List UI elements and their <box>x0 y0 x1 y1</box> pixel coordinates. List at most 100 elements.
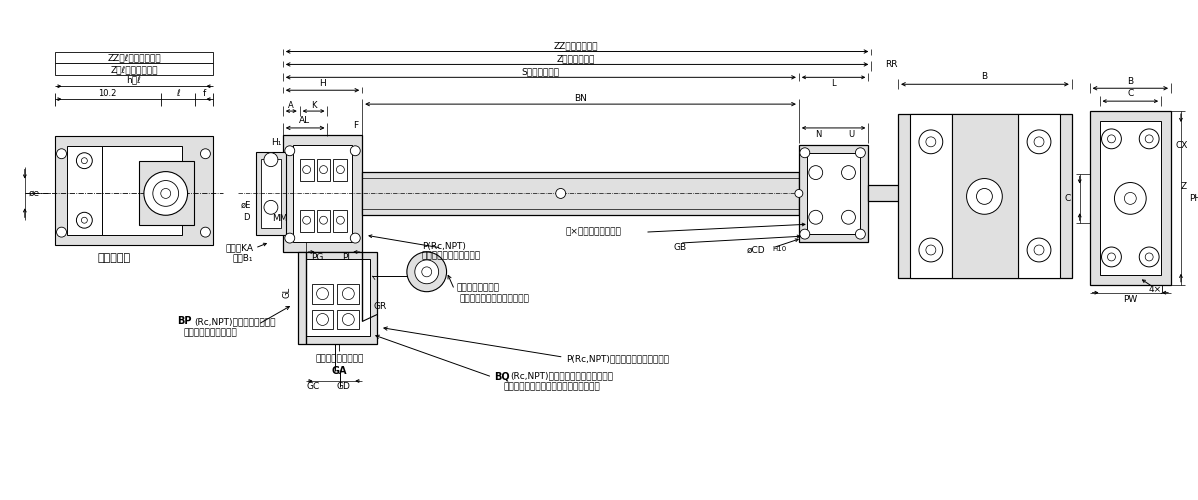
Circle shape <box>200 227 211 237</box>
Bar <box>300 158 314 180</box>
Text: GR: GR <box>374 302 387 311</box>
Text: GB: GB <box>673 242 686 252</box>
Circle shape <box>1125 192 1136 204</box>
Text: 呼吸穴付プラグ栓: 呼吸穴付プラグ栓 <box>456 283 500 292</box>
Circle shape <box>967 178 1003 214</box>
Circle shape <box>841 210 855 224</box>
Bar <box>1090 111 1170 284</box>
Circle shape <box>200 149 211 158</box>
Circle shape <box>77 212 92 228</box>
Circle shape <box>303 166 310 173</box>
Circle shape <box>556 188 565 198</box>
Text: H₁: H₁ <box>271 138 282 147</box>
Bar <box>333 210 347 232</box>
Circle shape <box>407 252 447 292</box>
Text: (Rc,NPT)ロック開放ポート: (Rc,NPT)ロック開放ポート <box>194 317 276 326</box>
Circle shape <box>1139 247 1160 267</box>
Text: L: L <box>831 79 836 88</box>
Bar <box>283 135 362 252</box>
Circle shape <box>1027 130 1051 154</box>
Circle shape <box>56 227 67 237</box>
Text: A: A <box>288 100 294 110</box>
Bar <box>869 186 922 202</box>
Circle shape <box>303 216 310 224</box>
Circle shape <box>337 216 344 224</box>
Circle shape <box>264 200 278 214</box>
Text: N: N <box>816 130 822 140</box>
Circle shape <box>976 188 992 204</box>
Circle shape <box>337 166 344 173</box>
Text: H: H <box>319 79 326 88</box>
Circle shape <box>855 148 865 158</box>
Text: MM: MM <box>272 214 288 222</box>
Circle shape <box>800 229 810 239</box>
Circle shape <box>795 190 803 198</box>
Circle shape <box>153 180 179 206</box>
Circle shape <box>316 314 328 326</box>
Text: ZZ＋ℓ＋ストローク: ZZ＋ℓ＋ストローク <box>107 53 161 62</box>
Circle shape <box>1034 137 1043 147</box>
Bar <box>261 158 280 228</box>
Text: （排気ロックの場合、呼吸穴付プラグ）: （排気ロックの場合、呼吸穴付プラグ） <box>503 382 600 392</box>
Circle shape <box>56 149 67 158</box>
Text: D: D <box>243 213 249 222</box>
Circle shape <box>415 260 438 283</box>
Text: Z＋ストローク: Z＋ストローク <box>556 54 594 63</box>
Circle shape <box>1145 253 1154 261</box>
Bar <box>300 210 314 232</box>
Bar <box>55 52 213 64</box>
Circle shape <box>316 288 328 300</box>
Circle shape <box>809 166 823 179</box>
Circle shape <box>320 216 327 224</box>
Text: CX: CX <box>1176 142 1188 150</box>
Bar <box>292 145 352 242</box>
Circle shape <box>1027 238 1051 262</box>
Circle shape <box>81 218 87 223</box>
Text: ロック状態表示銘板: ロック状態表示銘板 <box>315 354 363 364</box>
Circle shape <box>855 229 865 239</box>
Text: BP: BP <box>176 316 192 326</box>
Circle shape <box>1139 129 1160 149</box>
Circle shape <box>264 152 278 166</box>
Circle shape <box>1101 129 1121 149</box>
Circle shape <box>77 152 92 168</box>
Text: PW: PW <box>1124 295 1137 304</box>
Text: ZZ＋ストローク: ZZ＋ストローク <box>553 41 598 50</box>
Circle shape <box>81 158 87 164</box>
Circle shape <box>1101 247 1121 267</box>
Bar <box>311 310 333 330</box>
Bar <box>1100 121 1161 275</box>
Text: 加圧状態でロック開放: 加圧状態でロック開放 <box>183 328 237 337</box>
Text: ℓ: ℓ <box>176 88 180 98</box>
Bar <box>898 114 1072 278</box>
Text: ジャバラ付: ジャバラ付 <box>97 253 131 263</box>
Text: （スプリングロックの場合）: （スプリングロックの場合） <box>460 294 530 303</box>
Bar <box>305 259 370 336</box>
Bar <box>102 146 182 235</box>
Circle shape <box>1107 135 1115 143</box>
Bar <box>362 172 799 216</box>
Circle shape <box>919 130 943 154</box>
Circle shape <box>350 233 361 243</box>
Text: C: C <box>1065 194 1071 203</box>
Circle shape <box>161 188 170 198</box>
Bar <box>316 158 331 180</box>
Text: 対辺B₁: 対辺B₁ <box>232 254 253 262</box>
Text: øe: øe <box>29 189 41 198</box>
Text: h＋ℓ: h＋ℓ <box>127 76 141 85</box>
Text: GD: GD <box>337 382 350 392</box>
Text: Z: Z <box>1181 182 1187 191</box>
Text: RR: RR <box>885 60 897 69</box>
Bar <box>951 114 1018 278</box>
Text: C: C <box>1127 88 1133 98</box>
Text: B: B <box>981 72 987 81</box>
Text: AL: AL <box>300 116 310 126</box>
Text: PL: PL <box>343 254 352 262</box>
Text: f: f <box>202 88 206 98</box>
Text: ヘッド側シリンダポート: ヘッド側シリンダポート <box>422 252 482 260</box>
Circle shape <box>841 166 855 179</box>
Text: (Rc,NPT)加圧ロック用ロックポート: (Rc,NPT)加圧ロック用ロックポート <box>510 372 613 380</box>
Circle shape <box>350 146 361 156</box>
Circle shape <box>926 137 936 147</box>
Bar <box>333 158 347 180</box>
